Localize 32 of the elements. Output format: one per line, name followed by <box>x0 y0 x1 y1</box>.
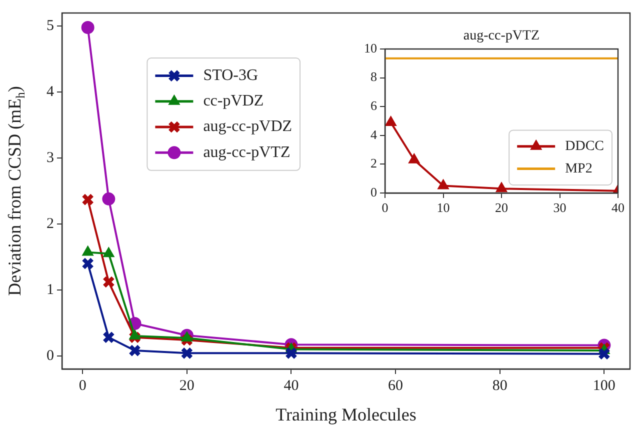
y-tick-label: 8 <box>370 69 377 84</box>
x-tick-label: 40 <box>612 200 624 216</box>
x-tick-label: 100 <box>592 378 616 394</box>
y-tick-label: 4 <box>370 126 378 142</box>
legend-label: cc-pVDZ <box>203 92 264 110</box>
x-tick-label: 20 <box>495 200 508 216</box>
y-tick-label: 5 <box>46 18 54 34</box>
legend-label: DDCC <box>565 139 604 154</box>
y-tick-label: 3 <box>46 150 54 166</box>
x-tick-label: 0 <box>78 378 86 394</box>
y-tick-label: 1 <box>46 282 54 298</box>
x-tick-label: 40 <box>284 378 299 394</box>
x-tick-label: 20 <box>179 378 194 394</box>
y-tick-label: 2 <box>46 216 54 232</box>
y-axis-title: Deviation from CCSD (mEh) <box>4 86 28 296</box>
x-tick-label: 80 <box>492 378 508 394</box>
legend-label: aug-cc-pVTZ <box>203 144 290 161</box>
y-tick-label: 4 <box>46 84 54 100</box>
y-tick-label: 10 <box>364 40 377 56</box>
chart-title: aug-cc-pVTZ <box>463 28 540 44</box>
x-tick-label: 0 <box>382 200 388 216</box>
y-tick-label: 2 <box>370 156 377 171</box>
legend-label: STO-3G <box>203 67 258 84</box>
y-tick-label: 0 <box>370 184 377 200</box>
x-axis-title: Training Molecules <box>276 404 416 425</box>
legend-label: aug-cc-pVDZ <box>203 118 292 136</box>
y-tick-label: 6 <box>370 98 378 114</box>
legend-label: MP2 <box>565 161 592 176</box>
x-tick-label: 10 <box>436 200 450 216</box>
y-tick-label: 0 <box>46 348 54 364</box>
x-tick-label: 60 <box>388 378 404 394</box>
x-tick-label: 30 <box>553 200 566 216</box>
